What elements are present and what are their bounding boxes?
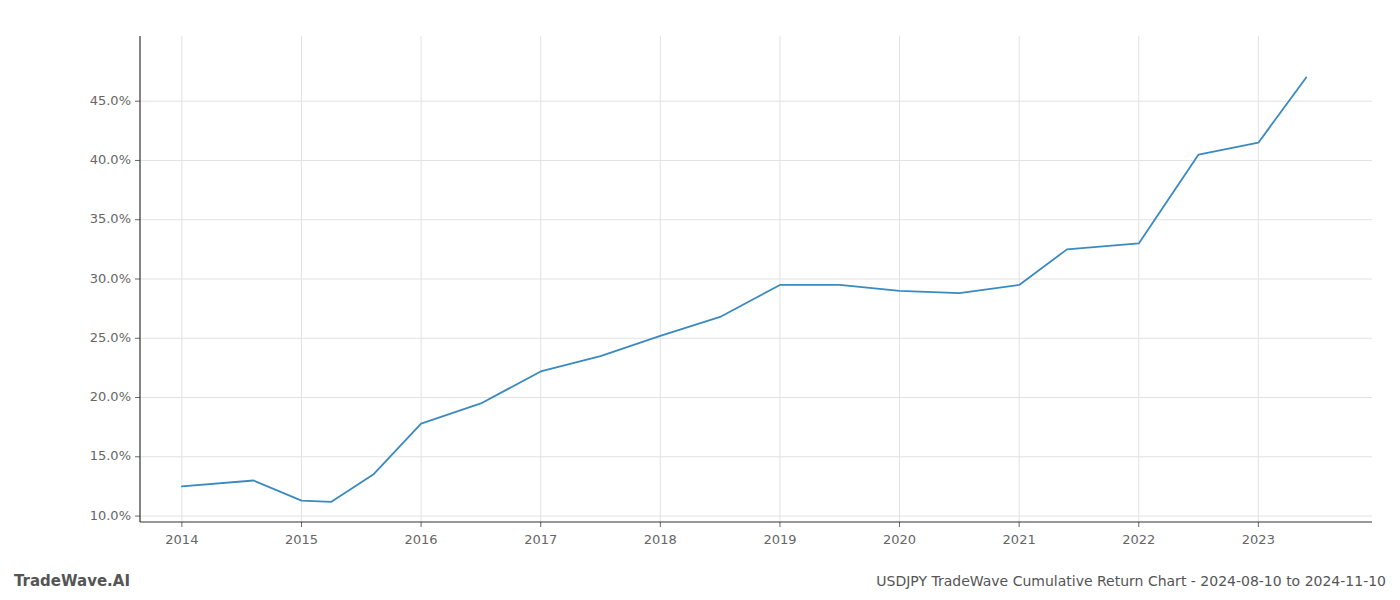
grid-line-y (140, 516, 1372, 517)
tick-label-y: 20.0% (90, 389, 131, 404)
tick-y (135, 101, 140, 102)
tick-y (135, 160, 140, 161)
tick-label-x: 2023 (1242, 532, 1275, 547)
tick-x (899, 522, 900, 527)
grid-line-y (140, 160, 1372, 161)
tick-x (301, 522, 302, 527)
tick-x (1138, 522, 1139, 527)
grid-line-y (140, 219, 1372, 220)
grid-line-x (660, 36, 661, 522)
grid-line-x (1019, 36, 1020, 522)
data-line (182, 77, 1306, 501)
axes: 10.0% 15.0% 20.0% 25.0% 30.0% 35.0% 40.0% 45.0%… (90, 36, 1372, 547)
tick-y (135, 397, 140, 398)
tick-label-x: 2021 (1003, 532, 1036, 547)
tick-label-x: 2022 (1122, 532, 1155, 547)
grid (140, 36, 1372, 522)
grid-line-x (1138, 36, 1139, 522)
tick-label-y: 40.0% (90, 152, 131, 167)
tick-label-y: 45.0% (90, 93, 131, 108)
tick-label-x: 2014 (165, 532, 198, 547)
tick-label-y: 15.0% (90, 448, 131, 463)
tick-y (135, 279, 140, 280)
chart-container: 10.0% 15.0% 20.0% 25.0% 30.0% 35.0% 40.0% 45.0%… (0, 0, 1400, 600)
tick-label-y: 30.0% (90, 271, 131, 286)
watermark: TradeWave.AI (14, 572, 130, 590)
grid-line-y (140, 338, 1372, 339)
tick-y (135, 456, 140, 457)
tick-label-x: 2020 (883, 532, 916, 547)
grid-line-y (140, 101, 1372, 102)
tick-x (1019, 522, 1020, 527)
tick-label-x: 2017 (524, 532, 557, 547)
tick-x (1258, 522, 1259, 527)
axis-line-y (139, 36, 140, 522)
tick-label-y: 10.0% (90, 508, 131, 523)
tick-label-x: 2019 (763, 532, 796, 547)
plot-area (182, 77, 1306, 501)
tick-y (135, 516, 140, 517)
grid-line-x (301, 36, 302, 522)
grid-line-y (140, 279, 1372, 280)
tick-x (779, 522, 780, 527)
grid-line-x (779, 36, 780, 522)
tick-label-y: 35.0% (90, 211, 131, 226)
tick-label-y: 25.0% (90, 330, 131, 345)
tick-label-x: 2016 (405, 532, 438, 547)
tick-label-x: 2018 (644, 532, 677, 547)
grid-line-x (899, 36, 900, 522)
tick-x (181, 522, 182, 527)
grid-line-x (181, 36, 182, 522)
grid-line-x (421, 36, 422, 522)
grid-line-x (540, 36, 541, 522)
tick-x (421, 522, 422, 527)
grid-line-y (140, 397, 1372, 398)
tick-y (135, 338, 140, 339)
tick-y (135, 219, 140, 220)
tick-label-x: 2015 (285, 532, 318, 547)
title: USDJPY TradeWave Cumulative Return Chart… (876, 573, 1386, 589)
tick-x (540, 522, 541, 527)
axis-line-x (140, 521, 1372, 522)
tick-x (660, 522, 661, 527)
grid-line-x (1258, 36, 1259, 522)
grid-line-y (140, 456, 1372, 457)
chart-svg: 10.0% 15.0% 20.0% 25.0% 30.0% 35.0% 40.0% 45.0%… (0, 0, 1400, 600)
